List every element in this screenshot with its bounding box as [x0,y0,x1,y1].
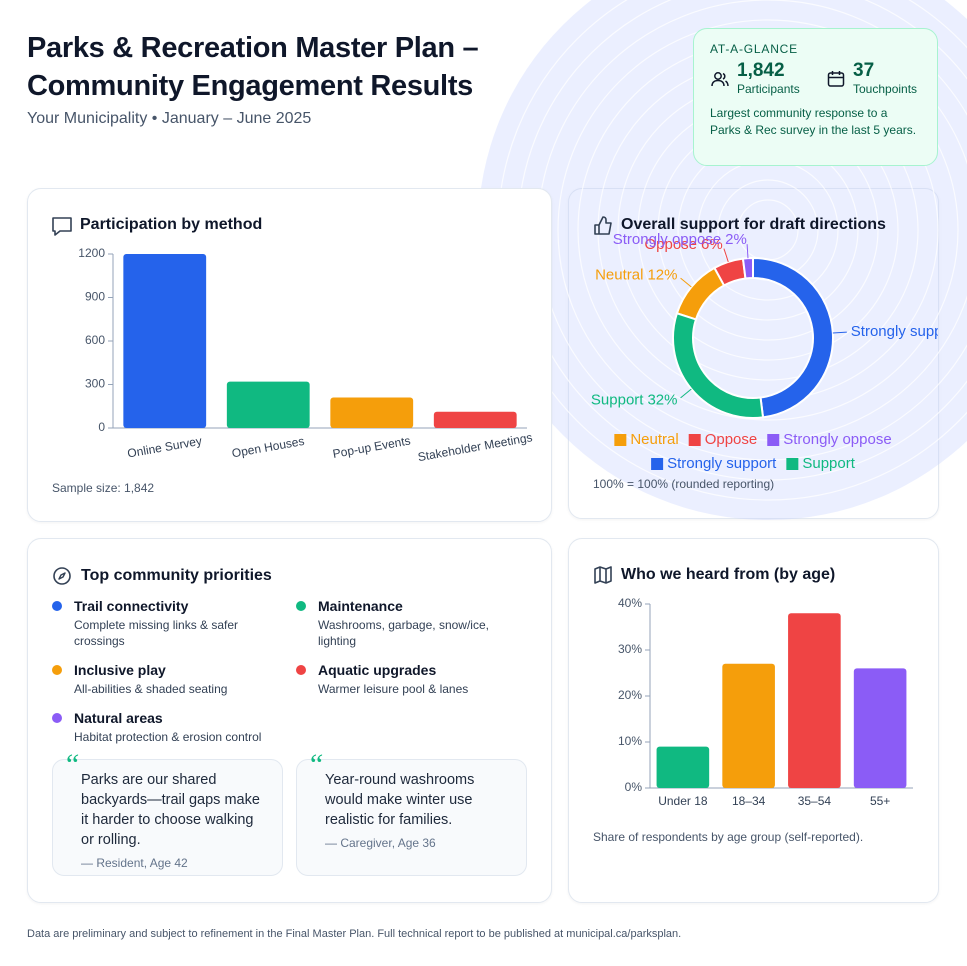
glance-card: AT-A-GLANCE 1,842 Participants 37 Touchp… [693,28,938,166]
quote-text: Parks are our shared backyards—trail gap… [81,772,260,848]
stat-label: Touchpoints [853,82,918,96]
priority-title: Maintenance [318,598,403,614]
priority-detail: Complete missing links & safer crossings [74,618,239,648]
quote-attribution: — Resident, Age 42 [81,856,188,870]
quote-attribution: — Caregiver, Age 36 [325,836,436,850]
glance-heading: AT-A-GLANCE [710,42,798,56]
people-icon [711,72,729,87]
participation-card [27,188,552,522]
priority-dot [296,665,306,675]
stat-value: 1,842 [737,60,785,81]
age-card [568,538,939,903]
stat-value: 37 [853,60,875,81]
priority-text: Inclusive play All-abilities & shaded sea… [74,662,279,697]
page-title: Parks & Recreation Master Plan – Communi… [27,32,479,102]
priority-text: Trail connectivity Complete missing links… [74,598,279,649]
footer: Data are preliminary and subject to refi… [27,928,682,940]
quote-text: Year-round washrooms would make winter u… [325,772,475,828]
stat-label: Participants [737,82,800,96]
priority-text: Maintenance Washrooms, garbage, snow/ice,… [318,598,523,649]
quote-mark: “ [63,748,80,781]
support-card [568,188,939,519]
priority-detail: Washrooms, garbage, snow/ice, lighting [318,618,489,648]
priorities-card: Top community priorities Trail connectiv… [27,538,552,903]
priority-dot [296,601,306,611]
priority-dot [52,665,62,675]
priority-title: Aquatic upgrades [318,662,437,678]
compass-icon [53,567,71,585]
glance-note: Largest community response to a Parks & … [710,106,917,137]
priorities-title: Top community priorities [81,567,272,584]
calendar-icon [827,71,845,87]
priority-text: Aquatic upgrades Warmer leisure pool & la… [318,662,523,697]
priority-dot [52,713,62,723]
priority-dot [52,601,62,611]
priority-detail: All-abilities & shaded seating [74,682,228,696]
priority-detail: Habitat protection & erosion control [74,730,262,744]
priority-text: Natural areas Habitat protection & erosio… [74,710,279,745]
priority-title: Inclusive play [74,662,166,678]
page-subtitle: Your Municipality • January – June 2025 [27,110,312,127]
priority-title: Trail connectivity [74,598,189,614]
priority-title: Natural areas [74,710,163,726]
quote-card: “ Year-round washrooms would make winter… [296,748,527,876]
priority-detail: Warmer leisure pool & lanes [318,682,469,696]
quote-mark: “ [307,748,324,781]
quote-card: “ Parks are our shared backyards—trail g… [52,748,283,876]
